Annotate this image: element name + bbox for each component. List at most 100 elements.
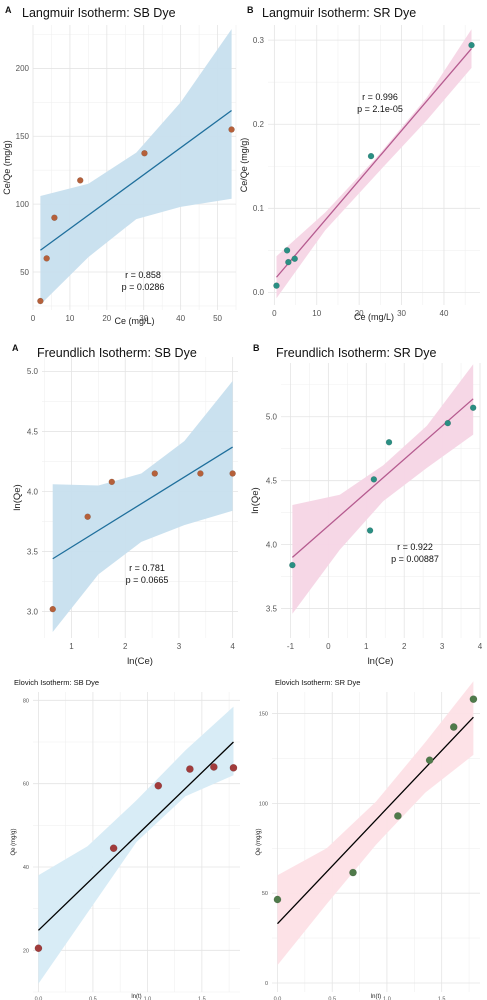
x-tick-label: 3	[177, 642, 182, 651]
y-tick-label: 0.0	[253, 288, 265, 297]
y-tick-label: 5.0	[27, 367, 39, 376]
data-point	[43, 255, 50, 262]
data-point	[370, 476, 378, 483]
data-point	[109, 844, 118, 853]
regression-line	[37, 741, 234, 931]
chart-panel-3: 1 2 3 4 3.0 3.5 4.0 4.5 5.0 ln(Ce) ln(Qe) Freundlic…	[12, 343, 238, 667]
regression-line	[277, 716, 474, 925]
data-point	[49, 605, 56, 613]
x-tick-label: 30	[139, 314, 148, 323]
x-tick-label: 3	[440, 642, 445, 651]
x-tick-label: 40	[440, 309, 449, 318]
data-point	[186, 765, 194, 773]
x-axis-label: ln(t)	[131, 994, 141, 1000]
x-tick-label: 2	[123, 642, 128, 651]
chart-title: Freundlich Isotherm: SB Dye	[37, 346, 197, 360]
x-tick-label: 20	[102, 314, 111, 323]
x-tick-label: 4	[478, 642, 483, 651]
chart-panel-5: 0.0 0.5 1.0 1.5 20 40 60 80 ln(t) Qe (mg/g) Elovic…	[11, 678, 240, 1000]
data-point	[367, 152, 375, 160]
x-tick-label: 0	[31, 314, 36, 323]
x-tick-label: 0.5	[89, 997, 97, 1000]
data-point	[210, 763, 218, 771]
confidence-band	[292, 364, 474, 614]
y-tick-label: 4.5	[266, 476, 278, 485]
data-point	[141, 150, 148, 157]
gridlines	[33, 692, 240, 993]
x-tick-label: 40	[176, 314, 185, 323]
y-tick-label: 0.2	[253, 120, 265, 129]
x-tick-label: 0.0	[274, 997, 282, 1000]
chart-title: Elovich Isotherm: SR Dye	[275, 678, 360, 687]
x-tick-label: 1	[69, 642, 74, 651]
regression-line	[52, 446, 233, 560]
x-tick-label: 20	[355, 309, 364, 318]
confidence-band	[52, 381, 233, 632]
panel-letter: B	[253, 343, 260, 353]
data-point	[469, 695, 478, 703]
data-point	[285, 258, 292, 266]
x-tick-label: 0	[326, 642, 331, 651]
x-tick-label: 1.5	[198, 997, 206, 1000]
data-point	[425, 756, 434, 765]
confidence-band	[277, 681, 474, 966]
data-point	[289, 561, 296, 569]
data-point	[34, 944, 43, 953]
x-tick-label: 0.5	[328, 997, 336, 1000]
confidence-band	[38, 706, 234, 984]
x-tick-label: 10	[312, 309, 321, 318]
x-tick-label: 2	[402, 642, 407, 651]
data-point	[444, 419, 451, 427]
data-point	[108, 478, 116, 486]
data-point	[394, 812, 402, 820]
data-point	[468, 41, 475, 49]
data-point	[449, 723, 458, 731]
y-tick-label: 0.1	[253, 204, 265, 213]
stat-annotation: r = 0.922	[397, 542, 433, 552]
stat-annotation: r = 0.858	[125, 270, 161, 280]
data-point	[84, 513, 91, 520]
chart-panel-6: 0.0 0.5 1.0 1.5 0 50 100 150 ln(t) Qe (mg/g) Elovi…	[256, 678, 480, 1000]
x-tick-label: 1.5	[438, 997, 446, 1000]
x-axis-label: ln(Ce)	[368, 656, 394, 667]
chart-title: Langmuir Isotherm: SB Dye	[22, 6, 176, 20]
y-tick-label: 0.3	[253, 36, 265, 45]
y-tick-label: 5.0	[266, 413, 278, 422]
x-axis-label: Ce (mg/L)	[354, 312, 394, 322]
data-point	[229, 470, 236, 477]
data-point	[228, 126, 235, 133]
y-tick-label: 50	[262, 891, 268, 897]
regression-line	[275, 48, 473, 278]
y-axis-label: Ce/Qe (mg/g)	[2, 140, 12, 195]
y-tick-label: 200	[16, 64, 30, 73]
y-axis-label: Ce/Qe (mg/g)	[239, 138, 249, 193]
y-axis-label: ln(Qe)	[12, 484, 23, 510]
x-tick-label: -1	[287, 642, 295, 651]
data-point	[51, 214, 58, 221]
y-tick-label: 3.5	[266, 604, 278, 613]
data-point	[154, 781, 163, 790]
x-tick-label: 0.0	[35, 997, 43, 1000]
stat-annotation: p = 0.0665	[126, 575, 169, 585]
data-point	[366, 527, 374, 534]
stat-annotation: p = 2.1e-05	[357, 104, 403, 114]
data-point	[37, 297, 44, 305]
y-axis-label: Qe (mg/g)	[11, 828, 17, 855]
chart-panel-2: 0 10 20 30 40 0.0 0.1 0.2 0.3 Ce (mg/L) Ce/Qe (mg/…	[239, 5, 480, 322]
x-tick-label: 4	[230, 642, 235, 651]
y-tick-label: 20	[23, 948, 29, 954]
y-tick-label: 80	[23, 698, 29, 704]
y-axis-label: ln(Qe)	[250, 487, 261, 513]
regression-line	[291, 398, 474, 558]
chart-panel-4: -1 0 1 2 3 4 3.5 4.0 4.5 5.0 ln(Ce) ln(Qe) Freundlic…	[250, 343, 483, 667]
x-tick-label: 1.0	[383, 997, 391, 1000]
data-point	[151, 470, 158, 477]
y-tick-label: 60	[23, 782, 29, 788]
data-point	[197, 470, 204, 477]
y-tick-label: 50	[20, 268, 29, 277]
data-point	[229, 764, 238, 772]
confidence-band	[40, 29, 232, 305]
y-tick-label: 4.5	[27, 427, 39, 436]
data-point	[273, 282, 280, 289]
stat-annotation: r = 0.781	[129, 563, 165, 573]
